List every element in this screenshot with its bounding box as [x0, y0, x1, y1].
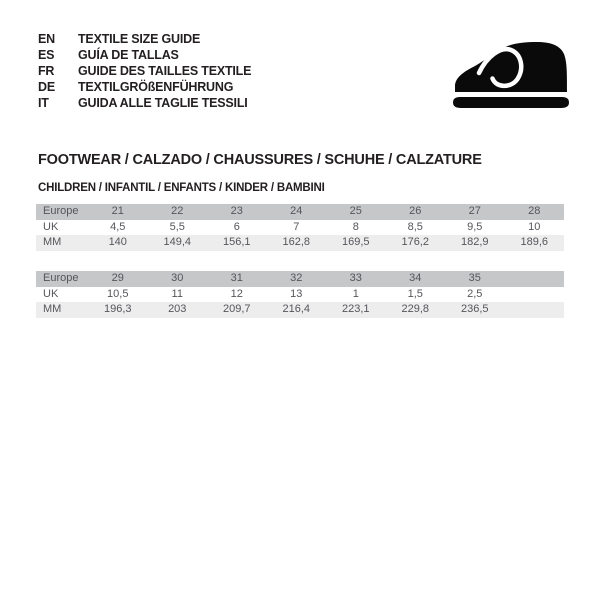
size-cell: 23 [230, 205, 243, 217]
size-cell: 11 [171, 287, 183, 300]
size-cell: 8 [352, 220, 359, 233]
size-cell: 28 [528, 205, 541, 217]
size-cell: 156,1 [222, 236, 251, 248]
size-cell: 32 [290, 272, 303, 284]
children-size-table-21-28: Europe 21 22 23 24 25 26 27 28 UK 4,5 5,5 6 7 8 8,5 9,5 1… [36, 204, 564, 251]
table-row: MM 140 149,4 156,1 162,8 169,5 176,2 182,9 189,6 [36, 235, 564, 251]
size-cell: 1,5 [407, 287, 423, 300]
size-cell: 223,1 [341, 303, 370, 315]
size-cell: 21 [111, 205, 124, 217]
language-label: TEXTILE SIZE GUIDE [78, 32, 201, 46]
size-cell [505, 287, 565, 303]
row-label: MM [43, 303, 62, 315]
size-cell: 4,5 [110, 220, 126, 233]
size-cell: 25 [349, 205, 362, 217]
language-row-de: DE TEXTILGRÖßENFÜHRUNG [38, 79, 251, 95]
language-list: EN TEXTILE SIZE GUIDE ES GUÍA DE TALLAS … [38, 31, 251, 111]
language-label: GUIDE DES TAILLES TEXTILE [78, 64, 252, 78]
language-code: FR [38, 64, 55, 78]
language-row-fr: FR GUIDE DES TAILLES TEXTILE [38, 63, 251, 79]
size-cell: 9,5 [467, 220, 483, 233]
language-row-en: EN TEXTILE SIZE GUIDE [38, 31, 251, 47]
language-code: IT [38, 96, 49, 110]
size-cell: 10 [528, 220, 541, 233]
size-cell: 236,5 [460, 303, 489, 315]
size-cell: 31 [230, 272, 243, 284]
size-cell: 169,5 [341, 236, 370, 248]
size-cell: 216,4 [282, 303, 311, 315]
size-cell: 189,6 [520, 236, 549, 248]
size-cell [505, 271, 565, 287]
children-size-table-29-35: Europe 29 30 31 32 33 34 35 UK 10,5 11 12 13 1 1,5 2,5 M… [36, 271, 564, 318]
row-label: MM [43, 236, 62, 248]
language-row-it: IT GUIDA ALLE TAGLIE TESSILI [38, 95, 251, 111]
children-shoe-icon [453, 42, 569, 108]
language-label: GUIDA ALLE TAGLIE TESSILI [78, 96, 248, 110]
language-label: TEXTILGRÖßENFÜHRUNG [78, 80, 234, 94]
size-cell: 7 [293, 220, 300, 233]
size-cell: 6 [233, 220, 240, 233]
size-cell: 203 [168, 303, 187, 315]
size-cell: 12 [230, 287, 243, 300]
size-cell: 196,3 [103, 303, 132, 315]
size-cell: 149,4 [163, 236, 192, 248]
size-cell: 22 [171, 205, 184, 217]
size-cell: 24 [290, 205, 303, 217]
size-cell [505, 302, 565, 318]
size-cell: 13 [290, 287, 303, 300]
size-cell: 29 [111, 272, 124, 284]
size-cell: 33 [349, 272, 362, 284]
language-code: EN [38, 32, 55, 46]
table-row: Europe 29 30 31 32 33 34 35 [36, 271, 564, 287]
table-row: UK 4,5 5,5 6 7 8 8,5 9,5 10 [36, 219, 564, 235]
language-label: GUÍA DE TALLAS [78, 48, 179, 62]
size-cell: 140 [108, 236, 127, 248]
row-label: Europe [43, 205, 79, 217]
row-label: UK [43, 287, 59, 300]
table-row: UK 10,5 11 12 13 1 1,5 2,5 [36, 286, 565, 303]
size-cell: 2,5 [467, 287, 483, 300]
size-cell: 10,5 [107, 287, 129, 300]
language-code: ES [38, 48, 55, 62]
size-cell: 5,5 [169, 220, 185, 233]
size-cell: 229,8 [401, 303, 430, 315]
size-cell: 27 [468, 205, 481, 217]
table-row: Europe 21 22 23 24 25 26 27 28 [36, 204, 564, 220]
size-cell: 35 [468, 272, 481, 284]
size-cell: 8,5 [407, 220, 423, 233]
row-label: Europe [43, 272, 79, 284]
row-label: UK [43, 220, 59, 233]
size-cell: 30 [171, 272, 184, 284]
language-code: DE [38, 80, 55, 94]
size-cell: 34 [409, 272, 422, 284]
size-cell: 182,9 [460, 236, 489, 248]
size-cell: 176,2 [401, 236, 430, 248]
size-cell: 26 [409, 205, 422, 217]
section-subtitle-children: CHILDREN / INFANTIL / ENFANTS / KINDER /… [38, 182, 325, 194]
size-cell: 162,8 [282, 236, 311, 248]
language-row-es: ES GUÍA DE TALLAS [38, 47, 251, 63]
size-cell: 1 [352, 287, 359, 300]
size-cell: 209,7 [222, 303, 251, 315]
table-row: MM 196,3 203 209,7 216,4 223,1 229,8 236,5 [36, 302, 564, 318]
section-title-footwear: FOOTWEAR / CALZADO / CHAUSSURES / SCHUHE… [38, 152, 482, 168]
